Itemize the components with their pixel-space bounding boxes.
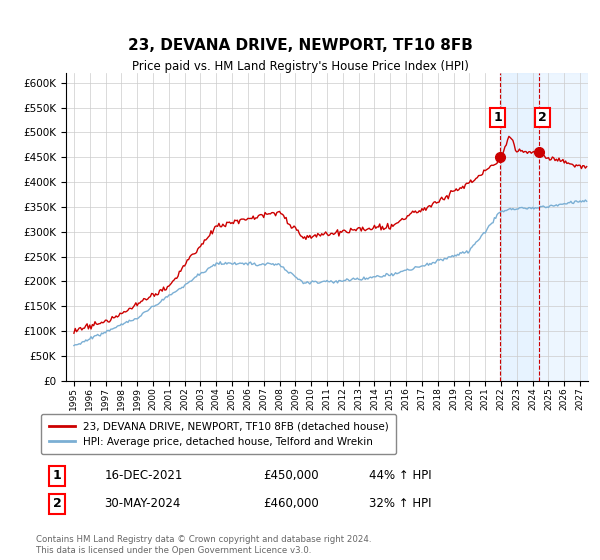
Text: £460,000: £460,000 xyxy=(263,497,319,510)
Text: 32% ↑ HPI: 32% ↑ HPI xyxy=(368,497,431,510)
Text: Contains HM Land Registry data © Crown copyright and database right 2024.: Contains HM Land Registry data © Crown c… xyxy=(36,535,371,544)
Text: This data is licensed under the Open Government Licence v3.0.: This data is licensed under the Open Gov… xyxy=(36,547,311,556)
Text: 23, DEVANA DRIVE, NEWPORT, TF10 8FB: 23, DEVANA DRIVE, NEWPORT, TF10 8FB xyxy=(128,39,472,53)
Text: Price paid vs. HM Land Registry's House Price Index (HPI): Price paid vs. HM Land Registry's House … xyxy=(131,60,469,73)
Bar xyxy=(500,73,539,381)
Legend: 23, DEVANA DRIVE, NEWPORT, TF10 8FB (detached house), HPI: Average price, detach: 23, DEVANA DRIVE, NEWPORT, TF10 8FB (det… xyxy=(41,414,396,454)
Text: 1: 1 xyxy=(494,111,502,124)
Text: 16-DEC-2021: 16-DEC-2021 xyxy=(104,469,183,482)
Text: 2: 2 xyxy=(53,497,61,510)
Text: 2: 2 xyxy=(538,111,547,124)
Text: 30-MAY-2024: 30-MAY-2024 xyxy=(104,497,181,510)
Text: 44% ↑ HPI: 44% ↑ HPI xyxy=(368,469,431,482)
Text: 1: 1 xyxy=(53,469,61,482)
Bar xyxy=(539,73,588,381)
Text: £450,000: £450,000 xyxy=(263,469,319,482)
